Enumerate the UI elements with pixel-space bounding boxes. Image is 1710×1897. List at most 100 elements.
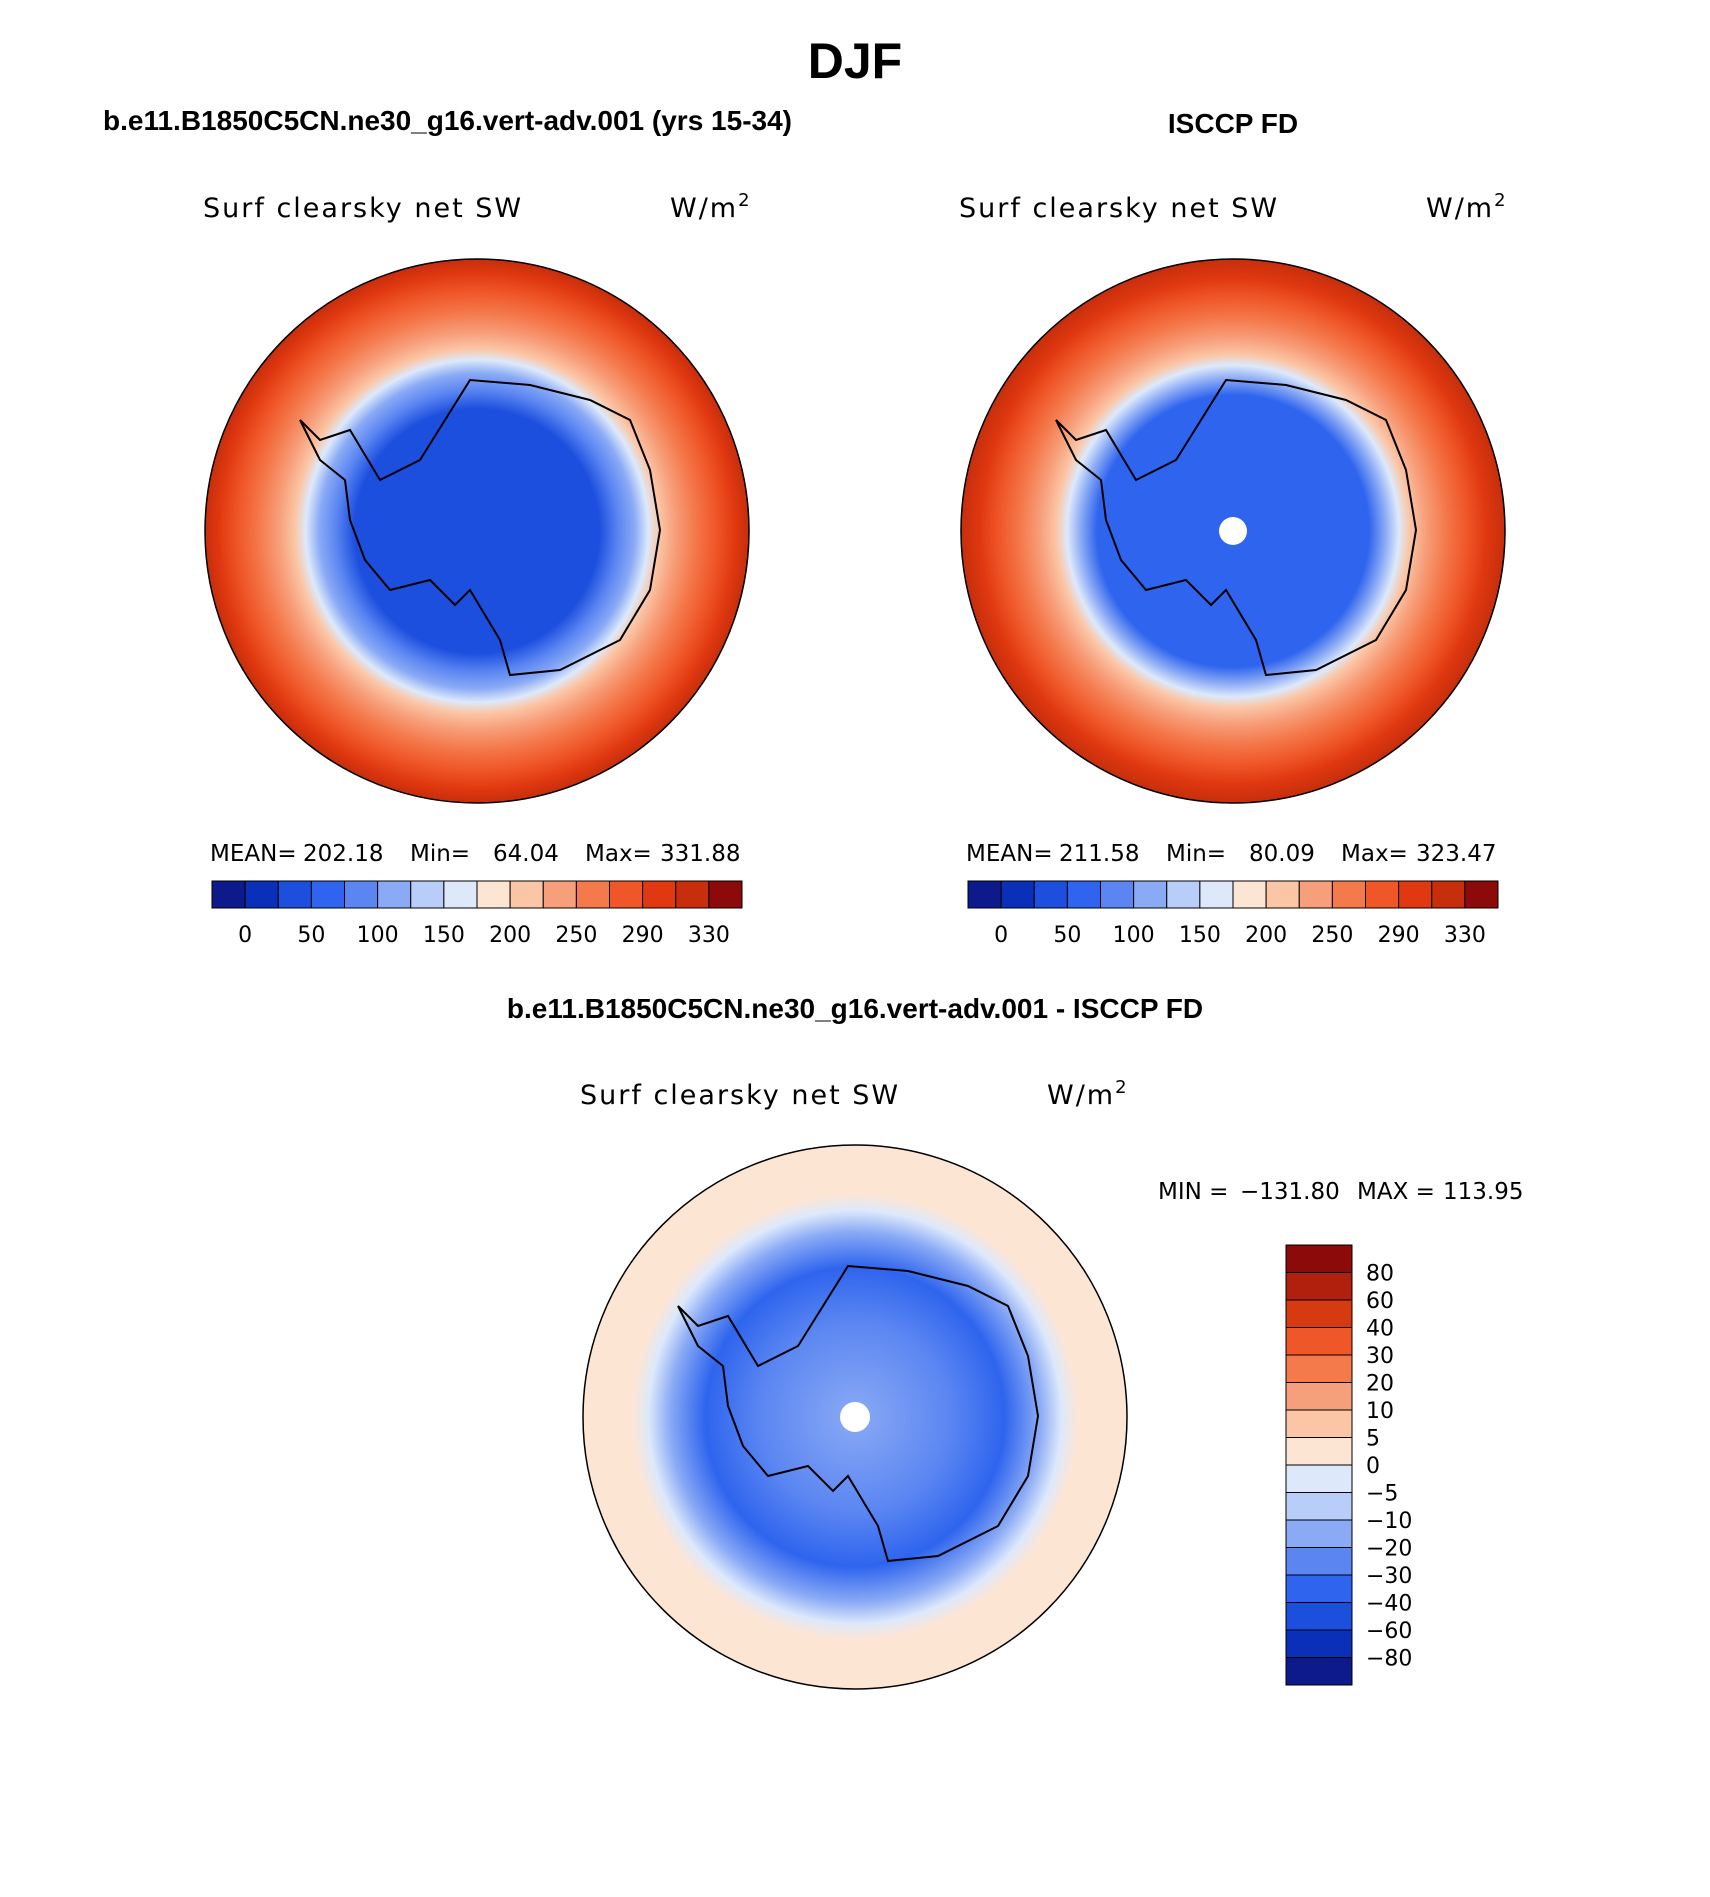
panel-obs-units-base: W/m	[1426, 193, 1494, 224]
panel-model-map	[205, 259, 749, 803]
panel-obs-title: ISCCP FD	[1168, 108, 1298, 139]
panel-model-units: W/m2	[670, 190, 752, 224]
panel-diff-colorbar-box	[1285, 1409, 1353, 1438]
panel-model-colorbar-label: 330	[688, 923, 730, 948]
panel-model-colorbar-box	[642, 880, 677, 909]
panel-obs-min: 80.09	[1249, 841, 1315, 867]
panel-diff-frame	[582, 1144, 1128, 1690]
panel-model-colorbar-label: 150	[423, 923, 465, 948]
panel-obs-frame	[960, 258, 1506, 804]
panel-diff-min-label: MIN =	[1158, 1179, 1228, 1205]
panel-model-colorbar-box	[410, 880, 445, 909]
panel-diff-colorbar-box	[1285, 1299, 1353, 1328]
panel-diff-colorbar-label: −30	[1366, 1564, 1412, 1589]
panel-obs-colorbar-box	[1166, 880, 1201, 909]
panel-model-units-sup: 2	[738, 190, 751, 211]
panel-model-colorbar-box	[377, 880, 412, 909]
panel-diff-colorbar-label: 60	[1366, 1289, 1394, 1314]
panel-model-colorbar-box	[509, 880, 544, 909]
panel-diff-units: W/m2	[1047, 1077, 1129, 1111]
panel-model-colorbar-label: 0	[238, 923, 252, 948]
panel-diff-colorbar-label: 80	[1366, 1262, 1394, 1287]
panel-model-colorbar-box	[476, 880, 511, 909]
panel-obs-colorbar-box	[1365, 880, 1400, 909]
panel-diff-colorbar-label: −60	[1366, 1619, 1412, 1644]
panel-model-colorbar-box	[277, 880, 312, 909]
panel-diff-colorbar-label: 5	[1366, 1427, 1380, 1452]
panel-diff-colorbar-box	[1285, 1657, 1353, 1686]
panel-model-colorbar-label: 290	[622, 923, 664, 948]
panel-obs-colorbar-box	[1100, 880, 1135, 909]
panel-obs-antarctica-coastline	[1055, 378, 1418, 677]
panel-obs-colorbar-box	[1464, 880, 1499, 909]
panel-diff-colorbar-box	[1285, 1244, 1353, 1273]
panel-model-colorbar-box	[708, 880, 743, 909]
panel-model-title: b.e11.B1850C5CN.ne30_g16.vert-adv.001 (y…	[103, 105, 792, 136]
panel-model-max: 331.88	[660, 841, 740, 867]
panel-model-variable: Surf clearsky net SW	[203, 193, 523, 224]
panel-model-colorbar: 0 50 100 150 200 250 290 330	[211, 880, 743, 948]
panel-obs-colorbar-box	[1398, 880, 1433, 909]
panel-diff-colorbar-label: −40	[1366, 1592, 1412, 1617]
panel-model-mean: 202.18	[303, 841, 383, 867]
panel-diff-units-base: W/m	[1047, 1080, 1115, 1111]
panel-obs-colorbar-box	[1199, 880, 1234, 909]
panel-obs-pole-hole	[1219, 517, 1247, 545]
panel-diff-colorbar-label: −80	[1366, 1647, 1412, 1672]
panel-diff-colorbar-label: 0	[1366, 1454, 1380, 1479]
panel-model-field	[205, 259, 749, 803]
panel-diff-colorbar-label: −10	[1366, 1509, 1412, 1534]
panel-diff-colorbar-box	[1285, 1574, 1353, 1603]
panel-obs-variable: Surf clearsky net SW	[959, 193, 1279, 224]
panel-model-colorbar-box	[609, 880, 644, 909]
panel-model-colorbar-label: 200	[489, 923, 531, 948]
panel-diff-min: −131.80	[1240, 1179, 1340, 1205]
panel-model-colorbar-box	[310, 880, 345, 909]
panel-diff-colorbar-box	[1285, 1547, 1353, 1576]
panel-obs-colorbar-box	[1331, 880, 1366, 909]
panel-obs-colorbar-box	[1033, 880, 1068, 909]
panel-obs-colorbar-label: 330	[1444, 923, 1486, 948]
panel-obs-mean-label: MEAN=	[966, 841, 1053, 867]
panel-diff-title: b.e11.B1850C5CN.ne30_g16.vert-adv.001 - …	[507, 993, 1203, 1024]
panel-obs-min-label: Min=	[1166, 841, 1226, 867]
panel-diff-colorbar-label: −5	[1366, 1482, 1398, 1507]
panel-obs-colorbar-label: 250	[1311, 923, 1353, 948]
panel-diff-colorbar-label: 10	[1366, 1399, 1394, 1424]
panel-diff-colorbar-box	[1285, 1464, 1353, 1493]
panel-model-frame	[204, 258, 750, 804]
panel-obs-colorbar-label: 290	[1378, 923, 1420, 948]
panel-diff-colorbar-box	[1285, 1272, 1353, 1301]
panel-diff-colorbar-label: 20	[1366, 1372, 1394, 1397]
panel-model-max-label: Max=	[585, 841, 652, 867]
panel-diff-colorbar-box	[1285, 1327, 1353, 1356]
panel-diff-colorbar-box	[1285, 1437, 1353, 1466]
panel-obs-colorbar-box	[1066, 880, 1101, 909]
panel-model-colorbar-label: 100	[357, 923, 399, 948]
panel-obs-colorbar-label: 50	[1053, 923, 1081, 948]
panel-model-colorbar-box	[211, 880, 246, 909]
panel-model-colorbar-box	[542, 880, 577, 909]
panel-model-colorbar-label: 50	[297, 923, 325, 948]
panel-model-colorbar-label: 250	[555, 923, 597, 948]
panel-diff-variable: Surf clearsky net SW	[580, 1080, 900, 1111]
panel-model-colorbar-box	[244, 880, 279, 909]
panel-obs-colorbar-label: 150	[1179, 923, 1221, 948]
panel-diff-max: 113.95	[1443, 1179, 1523, 1205]
panel-model-min: 64.04	[493, 841, 559, 867]
panel-diff: b.e11.B1850C5CN.ne30_g16.vert-adv.001 - …	[507, 993, 1523, 1690]
panel-diff-colorbar-box	[1285, 1629, 1353, 1658]
panel-obs-colorbar-label: 200	[1245, 923, 1287, 948]
panel-obs-max: 323.47	[1416, 841, 1496, 867]
panel-obs-stats: MEAN= 211.58 Min= 80.09 Max= 323.47	[966, 841, 1496, 867]
panel-model-units-base: W/m	[670, 193, 738, 224]
panel-obs: ISCCP FD Surf clearsky net SW W/m2 MEAN=…	[959, 108, 1506, 948]
panel-model-colorbar-box	[344, 880, 379, 909]
panel-model-min-label: Min=	[410, 841, 470, 867]
panel-obs-max-label: Max=	[1341, 841, 1408, 867]
panel-obs-mean: 211.58	[1059, 841, 1139, 867]
panel-model-mean-label: MEAN=	[210, 841, 297, 867]
panel-model-colorbar-box	[675, 880, 710, 909]
